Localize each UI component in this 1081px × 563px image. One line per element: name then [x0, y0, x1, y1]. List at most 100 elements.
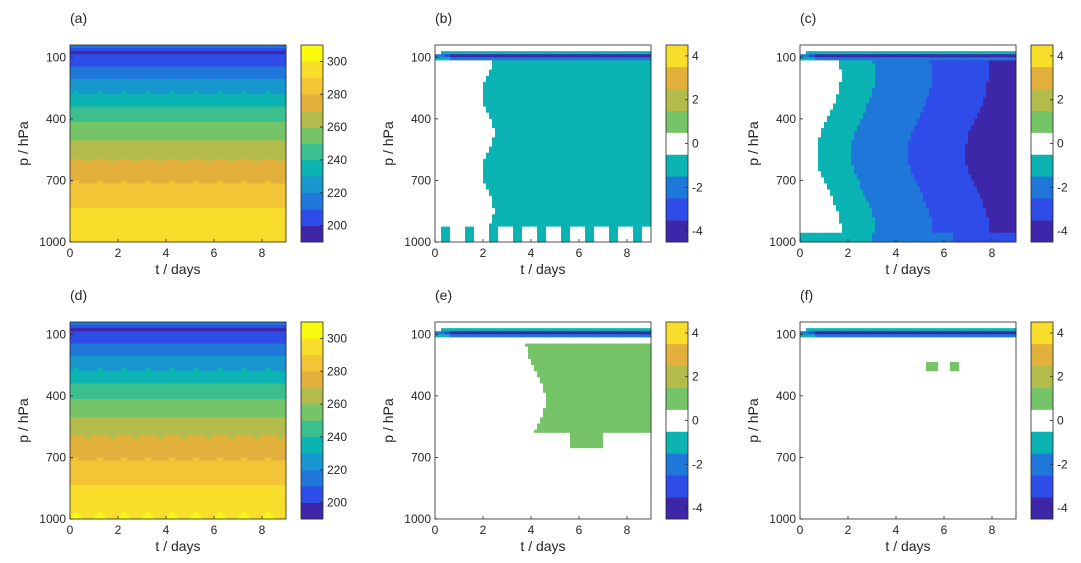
heatmap-cell [115, 82, 118, 85]
heatmap-cell [277, 54, 280, 57]
heatmap-cell [154, 85, 157, 88]
heatmap-cell [178, 45, 181, 48]
heatmap-cell [250, 85, 253, 88]
heatmap-cell [85, 94, 88, 97]
heatmap-cell [232, 45, 235, 48]
heatmap-cell [220, 85, 223, 88]
heatmap-cell [97, 70, 100, 73]
heatmap-cell [235, 60, 238, 63]
heatmap-cell [136, 91, 139, 94]
heatmap-cell [76, 82, 79, 85]
heatmap-cell [106, 82, 109, 85]
heatmap-cell [244, 60, 247, 63]
heatmap-cell [97, 60, 100, 63]
heatmap-cell [106, 67, 109, 70]
heatmap-cell [145, 73, 148, 76]
heatmap-cell [145, 76, 148, 79]
heatmap-cell [235, 79, 238, 82]
heatmap-cell [235, 67, 238, 70]
heatmap-cell [76, 63, 79, 66]
heatmap-cell [256, 76, 259, 79]
heatmap-cell [274, 60, 277, 63]
heatmap-cell [205, 63, 208, 66]
heatmap-cell [76, 73, 79, 76]
heatmap-cell [262, 54, 265, 57]
heatmap-cell [79, 51, 82, 54]
heatmap-cell [235, 57, 238, 60]
heatmap-cell [244, 91, 247, 94]
heatmap-cell [163, 48, 166, 51]
heatmap-cell [229, 51, 232, 54]
heatmap-cell [100, 54, 103, 57]
heatmap-cell [202, 54, 205, 57]
heatmap-cell [274, 48, 277, 51]
heatmap-cell [100, 70, 103, 73]
heatmap-cell [133, 54, 136, 57]
heatmap-cell [115, 60, 118, 63]
heatmap-cell [115, 79, 118, 82]
heatmap-cell [136, 67, 139, 70]
heatmap-cell [274, 76, 277, 79]
heatmap-cell [274, 45, 277, 48]
heatmap-cell [220, 45, 223, 48]
heatmap-cell [76, 94, 79, 97]
heatmap-cell [109, 63, 112, 66]
heatmap-cell [277, 79, 280, 82]
heatmap-cell [115, 57, 118, 60]
heatmap-cell [118, 73, 121, 76]
heatmap-cell [136, 57, 139, 60]
heatmap-cell [244, 51, 247, 54]
heatmap-cell [109, 91, 112, 94]
heatmap-cell [154, 91, 157, 94]
heatmap-cell [73, 70, 76, 73]
heatmap-cell [76, 48, 79, 51]
heatmap-cell [193, 73, 196, 76]
heatmap-cell [187, 45, 190, 48]
heatmap-cell [115, 67, 118, 70]
heatmap-cell [112, 45, 115, 48]
heatmap-cell [166, 57, 169, 60]
heatmap-cell [268, 57, 271, 60]
heatmap-cell [166, 60, 169, 63]
heatmap-cell [70, 48, 73, 51]
heatmap-cell [202, 76, 205, 79]
heatmap-cell [85, 82, 88, 85]
heatmap-cell [148, 45, 151, 48]
heatmap-cell [235, 51, 238, 54]
heatmap-cell [157, 60, 160, 63]
heatmap-cell [268, 82, 271, 85]
heatmap-cell [256, 48, 259, 51]
heatmap-cell [178, 76, 181, 79]
heatmap-cell [130, 70, 133, 73]
heatmap-cell [121, 94, 124, 97]
heatmap-cell [169, 79, 172, 82]
heatmap-cell [151, 63, 154, 66]
heatmap-cell [127, 67, 130, 70]
heatmap-cell [124, 91, 127, 94]
heatmap-cell [97, 76, 100, 79]
heatmap-cell [109, 73, 112, 76]
heatmap-cell [241, 85, 244, 88]
heatmap-cell [136, 82, 139, 85]
heatmap-cell [193, 76, 196, 79]
heatmap-cell [79, 82, 82, 85]
heatmap-cell [73, 82, 76, 85]
heatmap-cell [196, 70, 199, 73]
heatmap-cell [115, 85, 118, 88]
heatmap-cell [241, 51, 244, 54]
heatmap-cell [196, 73, 199, 76]
heatmap-cell [241, 67, 244, 70]
heatmap-cell [94, 91, 97, 94]
heatmap-cell [139, 51, 142, 54]
heatmap-cell [199, 51, 202, 54]
heatmap-cell [271, 82, 274, 85]
heatmap-cell [70, 76, 73, 79]
heatmap-cell [148, 79, 151, 82]
heatmap-cell [247, 57, 250, 60]
heatmap-cell [196, 48, 199, 51]
heatmap-cell [238, 63, 241, 66]
heatmap-cell [217, 51, 220, 54]
heatmap-cell [103, 45, 106, 48]
heatmap-cell [280, 57, 283, 60]
heatmap-cell [106, 51, 109, 54]
